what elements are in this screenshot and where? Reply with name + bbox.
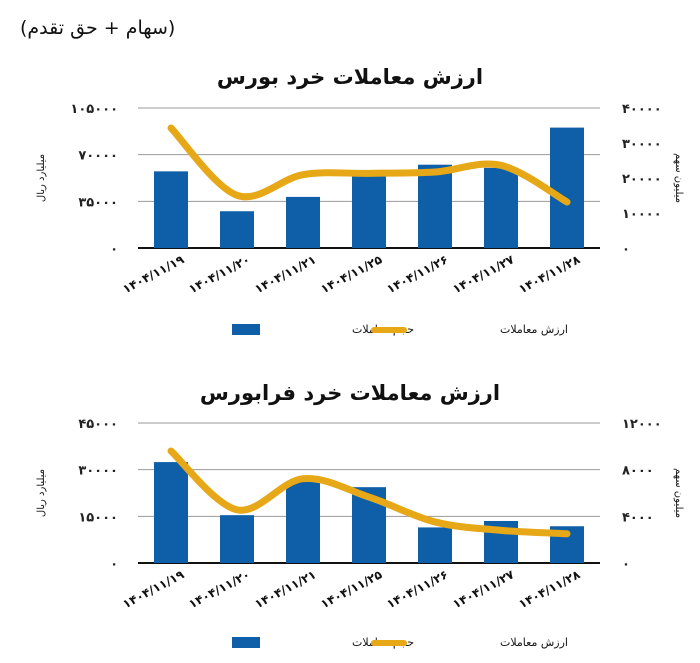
right-tick-label: ۱۰۰۰۰: [622, 207, 662, 222]
left-tick-label: ۷۰۰۰۰: [78, 149, 118, 164]
x-tick-label: ۱۴۰۴/۱۱/۲۶: [384, 252, 450, 296]
bar: [220, 211, 254, 248]
bar: [418, 527, 452, 563]
x-tick-label: ۱۴۰۴/۱۱/۲۷: [450, 567, 517, 611]
x-tick-label: ۱۴۰۴/۱۱/۲۱: [252, 567, 318, 611]
left-axis-label: میلیارد ریال: [36, 469, 47, 517]
bar: [220, 515, 254, 563]
chart-title: ارزش معاملات خرد بورس: [217, 65, 483, 89]
bar: [550, 127, 584, 248]
left-tick-label: ۰: [110, 557, 118, 572]
x-tick-label: ۱۴۰۴/۱۱/۲۸: [516, 567, 583, 611]
x-tick-label: ۱۴۰۴/۱۱/۱۹: [120, 567, 187, 611]
right-axis-label: میلیون سهم: [673, 468, 684, 518]
bar: [418, 164, 452, 248]
legend-line-label: ارزش معاملات: [500, 323, 568, 336]
right-tick-label: ۸۰۰۰: [622, 464, 654, 479]
chart-1: ارزش معاملات خرد بورس۰۳۵۰۰۰۷۰۰۰۰۱۰۵۰۰۰۰۱…: [36, 65, 684, 336]
x-tick-label: ۱۴۰۴/۱۱/۲۵: [318, 567, 384, 611]
left-tick-label: ۱۰۵۰۰۰: [70, 102, 118, 117]
left-tick-label: ۴۵۰۰۰: [78, 417, 118, 432]
chart-title: ارزش معاملات خرد فرابورس: [200, 381, 500, 405]
right-tick-label: ۴۰۰۰: [622, 510, 654, 525]
x-tick-label: ۱۴۰۴/۱۱/۲۷: [450, 252, 517, 296]
left-tick-label: ۳۰۰۰۰: [78, 464, 118, 479]
left-tick-label: ۳۵۰۰۰: [78, 195, 118, 210]
x-tick-label: ۱۴۰۴/۱۱/۲۵: [318, 252, 384, 296]
x-tick-label: ۱۴۰۴/۱۱/۱۹: [120, 252, 187, 296]
bar: [352, 173, 386, 248]
right-tick-label: ۳۰۰۰۰: [622, 137, 662, 152]
right-tick-label: ۴۰۰۰۰: [622, 102, 662, 117]
left-tick-label: ۱۵۰۰۰: [78, 510, 118, 525]
chart-2: ارزش معاملات خرد فرابورس ۰ ۱۵۰۰۰ ۳۰۰۰۰ ۴۵۰۰۰…: [36, 381, 684, 649]
left-axis-label: میلیارد ریال: [36, 154, 47, 202]
bar: [484, 167, 518, 248]
x-tick-label: ۱۴۰۴/۱۱/۲۰: [186, 252, 252, 296]
x-tick-label: ۱۴۰۴/۱۱/۲۰: [186, 567, 252, 611]
right-axis-label: میلیون سهم: [673, 153, 684, 203]
bar: [286, 196, 320, 248]
bar: [286, 481, 320, 563]
page-header: (سهام + حق تقدم): [20, 17, 175, 39]
x-tick-label: ۱۴۰۴/۱۱/۲۸: [516, 252, 583, 296]
x-tick-label: ۱۴۰۴/۱۱/۲۶: [384, 567, 450, 611]
legend-line-label: ارزش معاملات: [500, 636, 568, 649]
right-tick-label: ۱۲۰۰۰: [622, 417, 662, 432]
right-tick-label: ۰: [622, 242, 630, 257]
bar: [154, 462, 188, 563]
legend-bar-swatch: [232, 637, 260, 648]
bar: [154, 171, 188, 248]
right-tick-label: ۰: [622, 557, 630, 572]
x-tick-label: ۱۴۰۴/۱۱/۲۱: [252, 252, 318, 296]
left-tick-label: ۰: [110, 242, 118, 257]
right-tick-label: ۲۰۰۰۰: [622, 172, 662, 187]
legend-bar-swatch: [232, 324, 260, 335]
